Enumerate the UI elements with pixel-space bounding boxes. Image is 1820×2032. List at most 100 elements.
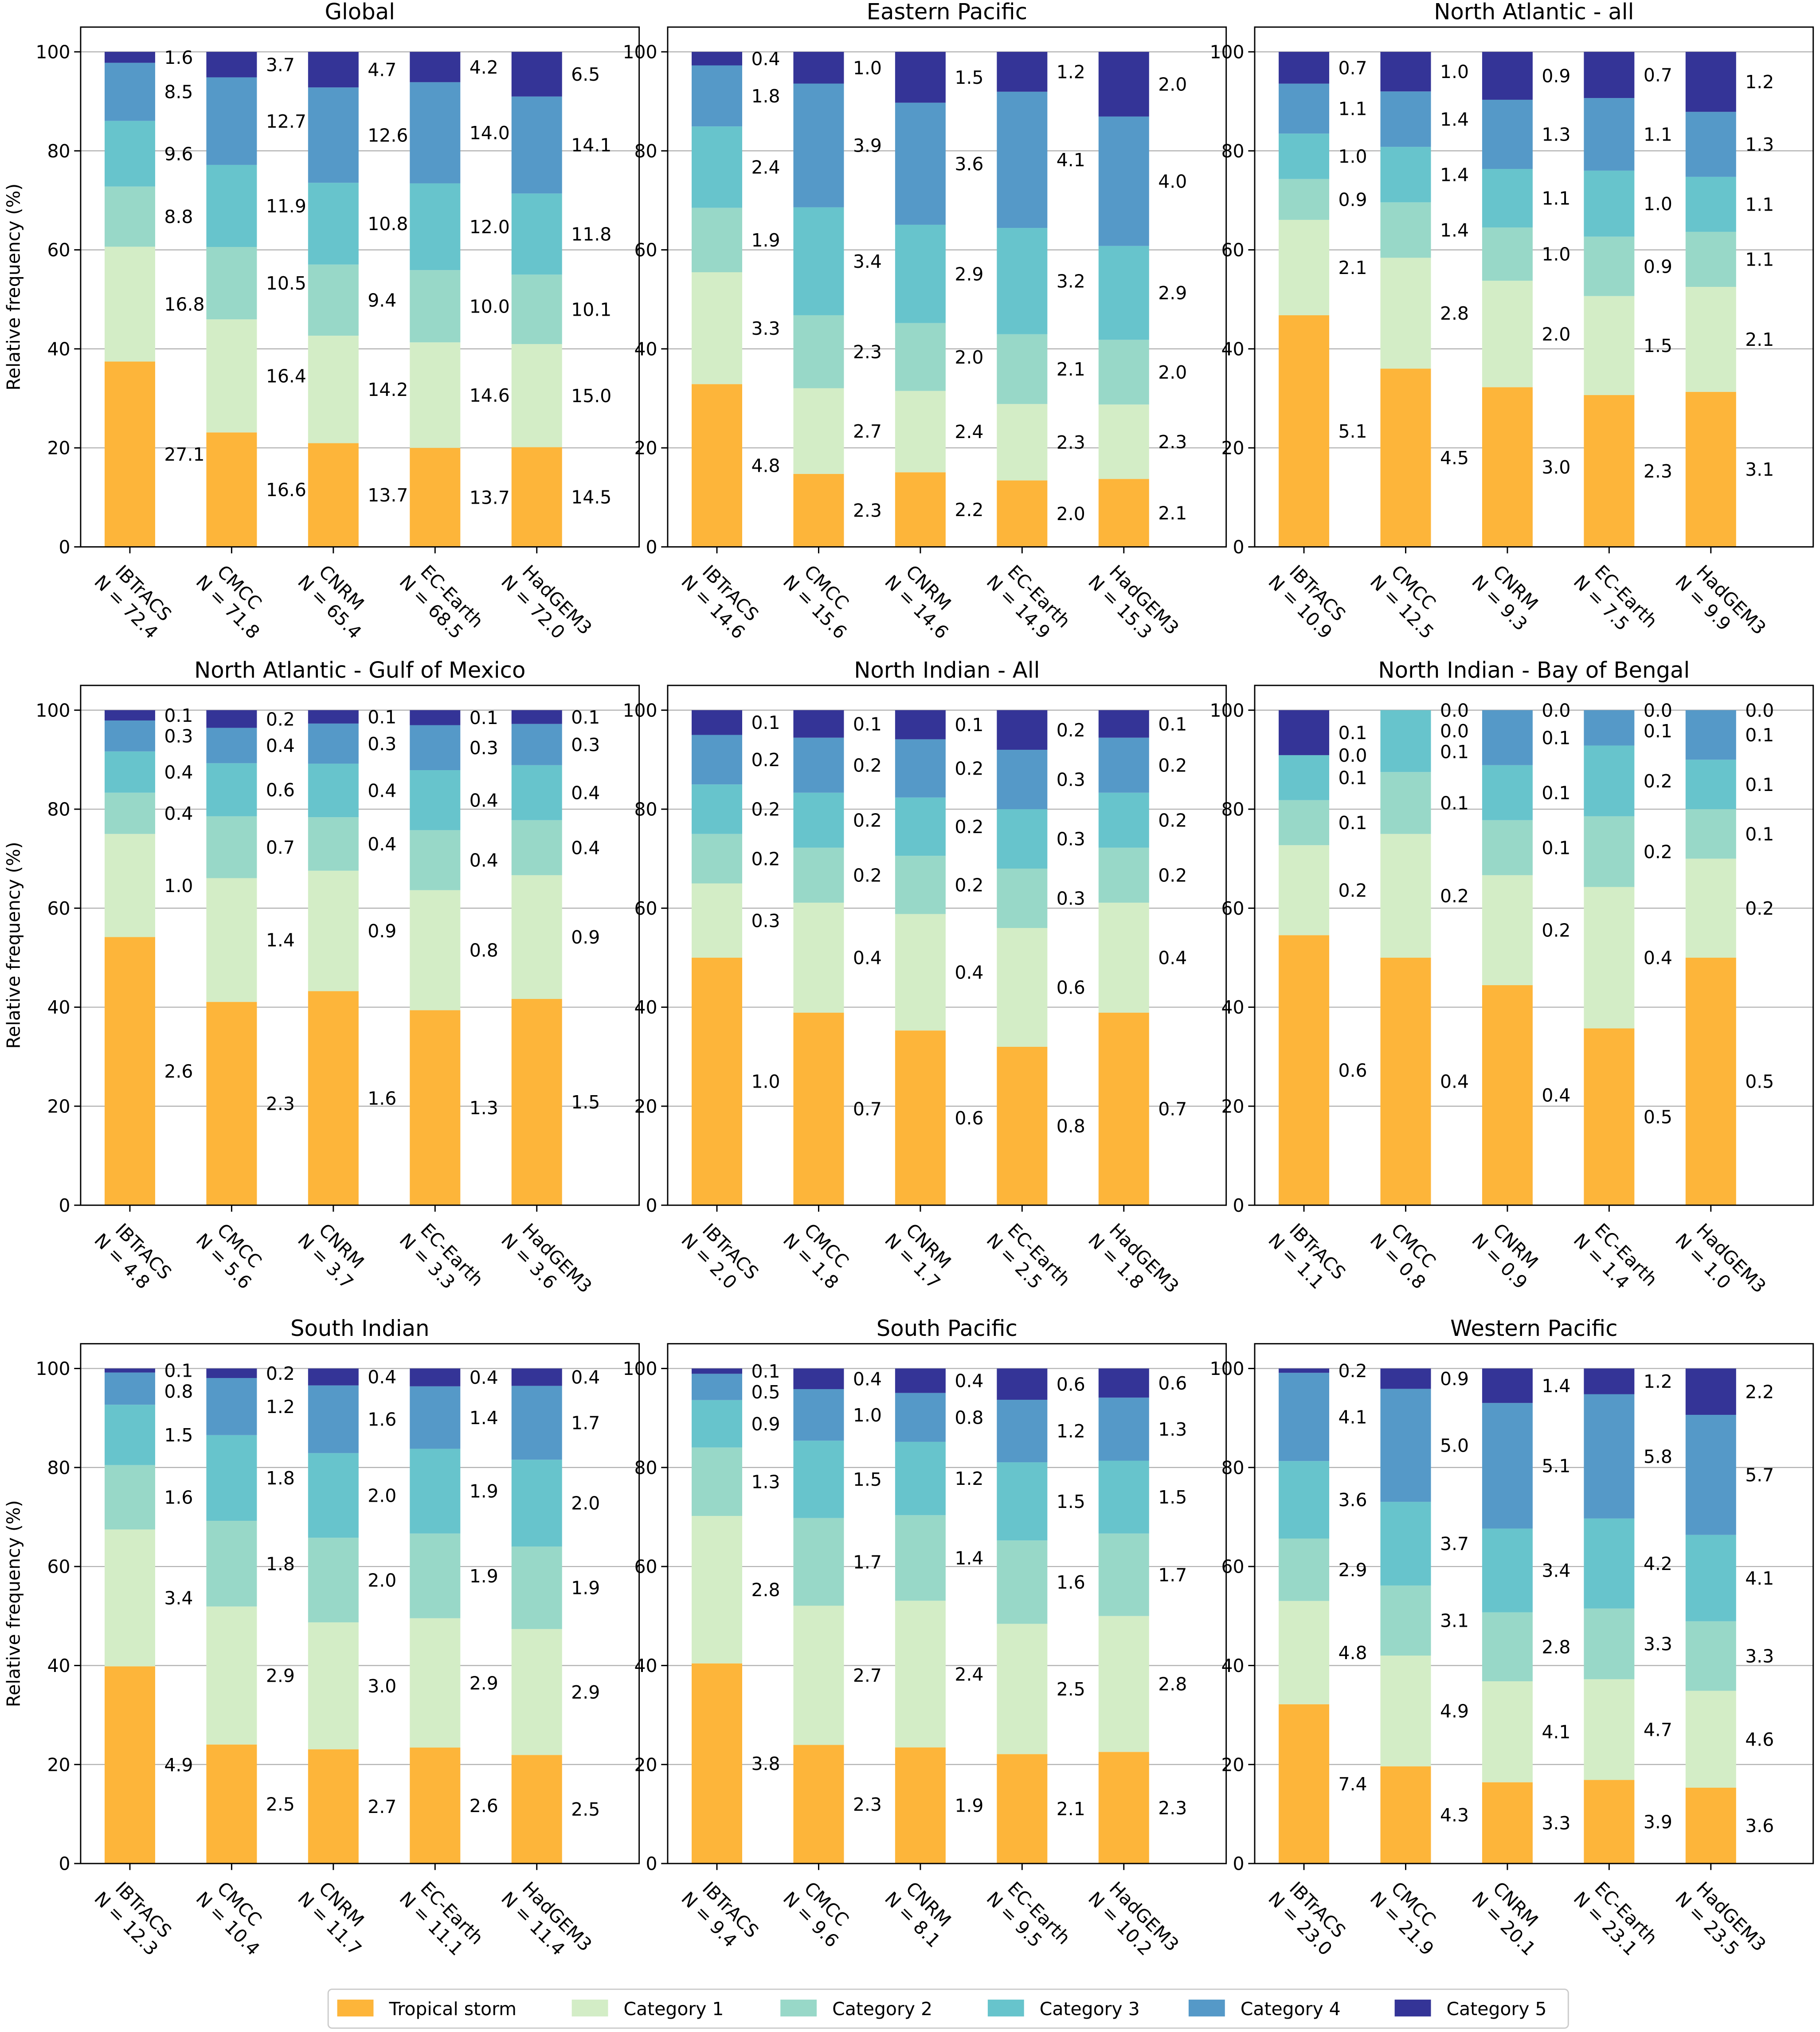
data-label: 0.9 (1644, 256, 1672, 277)
data-label: 0.7 (853, 1099, 882, 1120)
bar-segment-tropical-storm (511, 1755, 562, 1864)
bar-segment-category-4 (997, 1400, 1048, 1463)
y-tick-label: 80 (634, 799, 657, 820)
bar-segment-category-2 (104, 792, 155, 834)
panel-eastern-pacific: Eastern Pacific 0 20 40 60 80 100 4.8 3.3 1.9 2.4 1… (622, 0, 1227, 643)
bar-segment-category-2 (997, 334, 1048, 404)
bar-segment-category-5 (793, 1368, 844, 1390)
data-label: 5.8 (1644, 1446, 1672, 1467)
bar-segment-category-3 (206, 1435, 257, 1521)
bar-segment-tropical-storm (1380, 1766, 1431, 1864)
data-label: 1.0 (1644, 193, 1672, 215)
data-label: 4.1 (1542, 1721, 1570, 1742)
bar-segment-category-3 (410, 770, 461, 830)
y-tick-label: 0 (59, 536, 70, 558)
bar-segment-category-1 (1380, 834, 1431, 958)
data-label: 7.4 (1338, 1774, 1367, 1795)
bar-segment-category-1 (410, 890, 461, 1010)
bar-segment-category-3 (895, 797, 946, 856)
data-label: 0.2 (1745, 898, 1774, 919)
bar-segment-category-2 (206, 1521, 257, 1607)
data-label: 1.4 (1542, 1375, 1570, 1397)
bar-segment-category-3 (1279, 1461, 1330, 1539)
bar-segment-tropical-storm (1584, 1780, 1635, 1864)
panel-title: South Pacific (877, 1316, 1018, 1341)
y-tick-label: 100 (1210, 1358, 1245, 1379)
x-tick-label: HadGEM3N = 23.5 (1671, 1872, 1770, 1971)
data-label: 0.2 (751, 799, 780, 820)
x-tick-label: EC-EarthN = 9.5 (982, 1872, 1075, 1964)
data-label: 11.9 (266, 196, 306, 217)
data-label: 3.3 (1644, 1633, 1672, 1655)
data-label: 2.1 (1158, 502, 1187, 524)
data-label: 0.6 (955, 1108, 983, 1129)
data-label: 1.4 (1440, 109, 1469, 130)
data-label: 1.7 (1158, 1564, 1187, 1586)
data-label: 0.1 (164, 705, 193, 726)
y-tick-label: 40 (1221, 997, 1245, 1018)
x-tick-label: CMCCN = 10.4 (192, 1872, 280, 1960)
data-label: 0.9 (368, 920, 396, 942)
data-label: 0.4 (751, 48, 780, 70)
bar-segment-category-3 (1584, 745, 1635, 816)
data-label: 1.0 (1440, 61, 1469, 82)
bar-segment-category-5 (104, 1368, 155, 1373)
bar-segment-category-4 (1482, 1403, 1533, 1529)
bar-segment-category-5 (206, 1368, 257, 1378)
bar-segment-tropical-storm (793, 1013, 844, 1206)
data-label: 0.2 (1542, 920, 1570, 941)
bar-segment-category-2 (793, 1518, 844, 1606)
bar-segment-category-3 (997, 809, 1048, 869)
data-label: 3.4 (164, 1588, 193, 1609)
bar-segment-category-3 (997, 1462, 1048, 1541)
bar-segment-category-3 (511, 193, 562, 275)
panel-title: Global (325, 0, 395, 25)
data-label: 1.9 (470, 1566, 498, 1587)
bar-segment-category-5 (1098, 1368, 1149, 1398)
bar-segment-category-5 (1279, 710, 1330, 756)
bar-segment-category-2 (308, 1538, 359, 1623)
data-label: 1.3 (1745, 134, 1774, 155)
data-label: 4.3 (1440, 1805, 1469, 1826)
bar-segment-category-1 (895, 1601, 946, 1748)
data-label: 0.2 (853, 755, 882, 776)
data-label: 0.7 (1338, 57, 1367, 78)
bar-segment-category-5 (410, 1368, 461, 1386)
bar-segment-tropical-storm (511, 447, 562, 547)
data-label: 0.5 (751, 1382, 780, 1403)
bar-segment-category-5 (1098, 710, 1149, 738)
bar-segment-category-2 (308, 817, 359, 871)
y-tick-label: 60 (1221, 898, 1245, 919)
data-label: 10.0 (470, 296, 510, 317)
plot-frame (1254, 1343, 1814, 1864)
data-label: 0.2 (266, 709, 295, 730)
data-label: 10.5 (266, 273, 306, 294)
data-label: 9.6 (164, 143, 193, 164)
data-label: 0.9 (571, 927, 600, 948)
bar-segment-category-3 (1380, 710, 1431, 772)
bar-segment-category-2 (1584, 1608, 1635, 1680)
data-label: 3.4 (1542, 1560, 1570, 1582)
data-label: 0.4 (1158, 947, 1187, 969)
y-tick-label: 100 (622, 700, 657, 721)
y-tick-label: 0 (59, 1195, 70, 1216)
data-label: 0.1 (1542, 837, 1570, 858)
bar-segment-tropical-storm (997, 480, 1048, 547)
bar-segment-tropical-storm (308, 1749, 359, 1864)
data-label: 0.4 (955, 962, 983, 983)
data-label: 0.3 (164, 726, 193, 747)
bar-segment-category-4 (308, 723, 359, 764)
legend-frame (327, 1989, 1569, 2029)
bar-segment-category-2 (1482, 1612, 1533, 1681)
x-tick-label: IBTrACSN = 23.0 (1264, 1872, 1352, 1960)
bar-segment-category-4 (410, 725, 461, 771)
data-label: 2.3 (1158, 1797, 1187, 1819)
data-label: 14.5 (571, 487, 611, 508)
data-label: 0.2 (853, 810, 882, 831)
y-tick-label: 0 (646, 536, 658, 558)
data-label: 2.2 (955, 499, 983, 521)
data-label: 4.2 (1644, 1553, 1672, 1574)
x-tick-label: CMCCN = 12.5 (1366, 556, 1454, 643)
x-tick-label: IBTrACSN = 14.6 (677, 556, 765, 643)
data-label: 1.0 (853, 1405, 882, 1426)
